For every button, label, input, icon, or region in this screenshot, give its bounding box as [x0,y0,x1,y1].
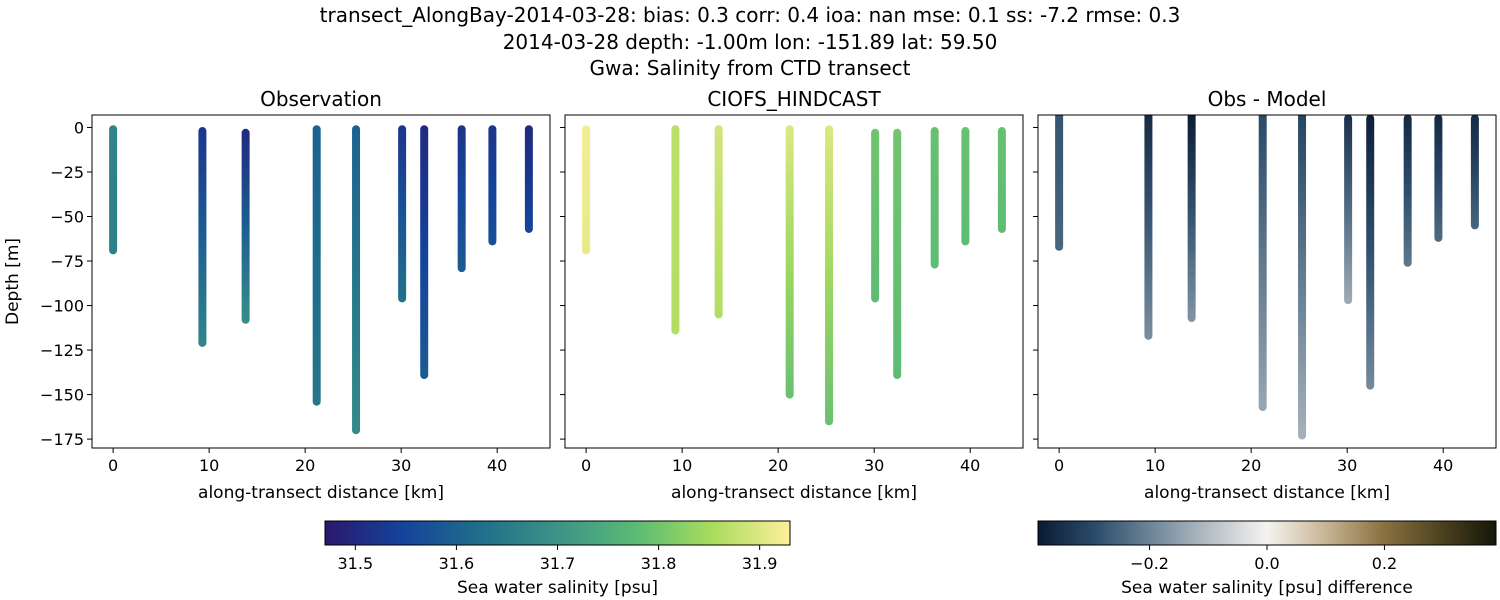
cast-9 [961,127,970,246]
cast-5 [352,125,361,435]
y-tick-label: 0 [74,118,84,137]
panel-title: Observation [260,87,382,111]
colorbar-tick-label: −0.2 [1130,554,1169,573]
axes-frame [91,114,551,449]
figure-title: transect_AlongBay-2014-03-28: bias: 0.3 … [320,3,1181,80]
x-axis-label: along-transect distance [km] [1144,483,1390,503]
cast-10 [1470,115,1479,230]
x-tick-label: 10 [1145,456,1165,475]
x-tick-label: 30 [391,456,411,475]
cast-8 [457,125,466,273]
x-axis-label: along-transect distance [km] [198,483,444,503]
cast-3 [714,125,723,319]
x-tick-label: 10 [199,456,219,475]
colorbar-tick-label: 31.9 [742,554,778,573]
x-tick-label: 20 [295,456,315,475]
cast-4 [1258,115,1267,412]
y-tick-label: −50 [50,208,84,227]
cast-9 [488,125,497,246]
cast-3 [241,128,250,324]
x-axis-label: along-transect distance [km] [671,483,917,503]
colorbar-bar [324,520,791,546]
panel-observation: Observation 0 10 20 30 40 0 −25 −50 −75 −100 −125 −1… [3,87,551,503]
y-tick-label: −25 [50,163,84,182]
x-tick-label: 40 [960,456,980,475]
cast-group [1055,115,1479,440]
cast-2 [671,125,680,335]
cast-6 [1344,115,1353,305]
title-line-2: 2014-03-28 depth: -1.00m lon: -151.89 la… [503,30,998,54]
x-tick-label: 0 [581,456,591,475]
axes-frame [564,114,1024,449]
x-tick-label: 10 [672,456,692,475]
cast-10 [524,125,533,233]
cast-7 [893,128,902,379]
y-axis-label: Depth [m] [3,238,23,325]
cast-2 [198,127,207,347]
colorbar-tick-label: 31.6 [439,554,475,573]
axes-frame [1037,114,1497,449]
x-tick-label: 20 [768,456,788,475]
colorbar-tick-label: 0.0 [1254,554,1279,573]
colorbar-salinity: 31.5 31.6 31.7 31.8 31.9 Sea water salinity [… [324,520,791,598]
cast-1 [582,125,591,255]
x-tick-label: 40 [1433,456,1453,475]
colorbar-tick-label: 31.5 [338,554,374,573]
cast-6 [871,128,880,303]
x-tick-label: 0 [1054,456,1064,475]
y-tick-label: −100 [40,297,84,316]
cast-1 [1055,115,1064,251]
cast-8 [930,127,939,269]
cast-6 [398,125,407,303]
cast-4 [312,125,321,406]
cast-7 [1366,115,1375,390]
cast-8 [1403,115,1412,267]
colorbar-tick-label: 31.8 [641,554,677,573]
cast-7 [420,125,429,379]
y-tick-label: −175 [40,430,84,449]
cast-group [109,125,533,435]
colorbar-tick-label: 31.7 [540,554,576,573]
cast-3 [1187,115,1196,323]
cast-4 [785,125,794,399]
y-tick-label: −125 [40,341,84,360]
y-tick-label: −75 [50,252,84,271]
colorbar-difference: −0.2 0.0 0.2 Sea water salinity [psu] diffe… [1037,520,1497,598]
y-tick-label: −150 [40,386,84,405]
panel-title: CIOFS_HINDCAST [707,87,881,111]
cast-group [582,125,1006,426]
x-tick-label: 40 [487,456,507,475]
panel-ciofs-hindcast: CIOFS_HINDCAST 0 10 20 30 40 along-transect di… [560,87,1024,503]
title-line-3: Gwa: Salinity from CTD transect [590,56,911,80]
cast-10 [997,127,1006,233]
x-tick-label: 30 [1337,456,1357,475]
colorbar-bar [1037,520,1497,546]
cast-2 [1144,115,1153,340]
cast-1 [109,125,118,255]
panel-obs-minus-model: Obs - Model 0 10 20 30 40 along-transect dista… [1033,87,1497,503]
colorbar-label: Sea water salinity [psu] difference [1121,578,1413,598]
cast-5 [825,125,834,426]
colorbar-label: Sea water salinity [psu] [457,578,658,598]
cast-5 [1298,115,1307,440]
title-line-1: transect_AlongBay-2014-03-28: bias: 0.3 … [320,3,1181,27]
colorbar-tick-label: 0.2 [1372,554,1397,573]
x-tick-label: 20 [1241,456,1261,475]
panel-title: Obs - Model [1208,87,1327,111]
x-tick-label: 0 [108,456,118,475]
x-tick-label: 30 [864,456,884,475]
cast-9 [1434,115,1443,242]
